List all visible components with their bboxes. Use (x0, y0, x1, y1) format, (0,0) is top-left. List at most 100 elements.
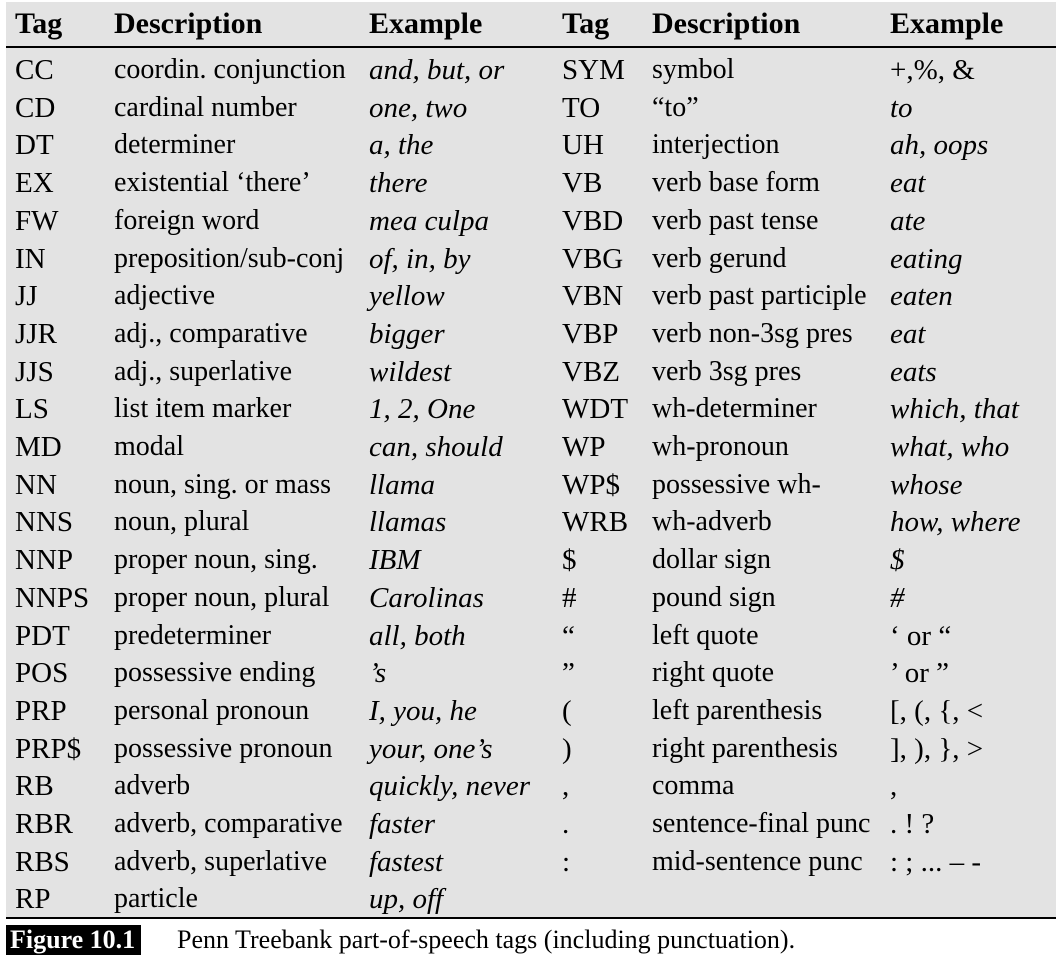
tag-left: MD (15, 431, 62, 463)
tag-right: VBG (562, 242, 624, 275)
table-row: IN preposition/sub-conj of, in, by VBG verb … (6, 240, 1056, 278)
description-left: possessive ending (114, 657, 316, 689)
description-right: verb past tense (652, 204, 819, 236)
example-right: how, where (890, 506, 1021, 539)
description-right: verb 3sg pres (652, 355, 802, 387)
example-right: eats (890, 355, 937, 388)
example-right: ‘ or “ (890, 619, 952, 652)
description-right: right parenthesis (652, 732, 838, 764)
tag-right: WP$ (562, 468, 620, 501)
example-left: of, in, by (369, 242, 471, 275)
example-left: bigger (369, 317, 445, 350)
description-left: adj., comparative (114, 317, 308, 349)
tag-left: RBS (15, 845, 70, 878)
description-right: verb past participle (652, 280, 867, 312)
description-right: right quote (652, 657, 775, 689)
example-right: . ! ? (890, 808, 935, 840)
description-left: predeterminer (114, 619, 272, 651)
tag-right: “ (562, 619, 575, 652)
table-row: MD modal can, should WP wh-pronoun what, who (6, 428, 1056, 466)
table-row: NNP proper noun, sing. IBM $ dollar sign $ (6, 541, 1056, 579)
description-right: verb base form (652, 167, 820, 199)
description-left: adjective (114, 280, 216, 312)
example-left: IBM (369, 544, 421, 577)
tag-right: WDT (562, 393, 629, 426)
description-right: dollar sign (652, 544, 771, 576)
description-left: foreign word (114, 204, 260, 236)
tag-left: JJS (15, 355, 54, 388)
tag-right: VBD (562, 204, 624, 237)
table-row: RB adverb quickly, never, comma, (6, 767, 1056, 805)
table-row: FW foreign word mea culpa VBD verb past tens… (6, 202, 1056, 240)
tag-right: $ (562, 544, 577, 577)
example-left: faster (369, 808, 436, 840)
example-left: fastest (369, 845, 444, 878)
tag-right: ) (562, 732, 572, 765)
tag-right: , (562, 770, 570, 803)
description-right: pound sign (652, 581, 776, 613)
description-left: noun, plural (114, 506, 250, 538)
tag-right: ( (562, 694, 572, 727)
table-row: RBR adverb, comparative faster. sentence-fi… (6, 805, 1056, 843)
description-right: interjection (652, 129, 780, 161)
example-left: your, one’s (369, 732, 493, 765)
description-right: mid-sentence punc (652, 845, 863, 877)
tag-right: SYM (562, 54, 625, 86)
description-left: determiner (114, 129, 236, 161)
example-right: $ (890, 544, 905, 577)
tag-right: ” (562, 657, 575, 690)
tag-right: VBN (562, 280, 624, 313)
tag-left: NNP (15, 544, 74, 577)
example-right: ah, oops (890, 129, 989, 162)
tag-left: RBR (15, 808, 74, 840)
example-right: , (890, 770, 898, 803)
tag-left: JJ (15, 280, 38, 313)
example-right: ’ or ” (890, 657, 950, 690)
example-left: yellow (369, 280, 445, 313)
tag-left: RB (15, 770, 54, 803)
description-right: symbol (652, 54, 735, 85)
example-right: whose (890, 468, 963, 501)
tag-left: RP (15, 883, 51, 916)
figure-caption: Figure 10.1 Penn Treebank part-of-speech… (6, 923, 1056, 959)
tag-left: PDT (15, 619, 70, 652)
example-left: and, but, or (369, 54, 505, 86)
example-right: which, that (890, 393, 1019, 426)
table-row: CC coordin. conjunction and, but, or SYM sym… (6, 51, 1056, 89)
tag-left: POS (15, 657, 69, 690)
example-right: : ; ... – - (890, 845, 982, 878)
example-left: quickly, never (369, 770, 531, 803)
header-tag-right: Tag (562, 7, 610, 40)
tag-right: TO (562, 91, 601, 124)
tag-right: . (562, 808, 570, 840)
description-right: verb non-3sg pres (652, 317, 853, 349)
example-left: Carolinas (369, 581, 484, 614)
tag-left: CC (15, 54, 54, 86)
description-left: cardinal number (114, 91, 297, 123)
example-right: eating (890, 242, 963, 275)
example-left: all, both (369, 619, 466, 652)
description-left: particle (114, 883, 198, 915)
example-right: eat (890, 317, 926, 350)
description-right: “to” (652, 91, 699, 123)
table-row: JJ adjective yellow VBN verb past participle… (6, 277, 1056, 315)
tag-left: FW (15, 204, 59, 237)
description-left: adj., superlative (114, 355, 293, 387)
description-left: existential ‘there’ (114, 167, 311, 199)
description-left: possessive pronoun (114, 732, 333, 764)
description-right: left parenthesis (652, 694, 823, 726)
example-left: llamas (369, 506, 447, 539)
table-row: NNPS proper noun, plural Carolinas # pound s… (6, 579, 1056, 617)
description-left: modal (114, 431, 184, 462)
header-description-left: Description (114, 7, 263, 40)
description-left: adverb (114, 770, 191, 802)
tag-right: WP (562, 431, 606, 463)
description-right: wh-determiner (652, 393, 817, 425)
header-description-right: Description (652, 7, 801, 40)
table-row: NN noun, sing. or mass llama WP$ possessive … (6, 466, 1056, 504)
table-row: CD cardinal number one, two TO “to” to (6, 89, 1056, 127)
example-left: ’s (369, 657, 387, 690)
table-row: RP particle up, off (6, 880, 1056, 918)
example-right: eaten (890, 280, 953, 313)
table-row: JJR adj., comparative bigger VBP verb non-3s… (6, 315, 1056, 353)
